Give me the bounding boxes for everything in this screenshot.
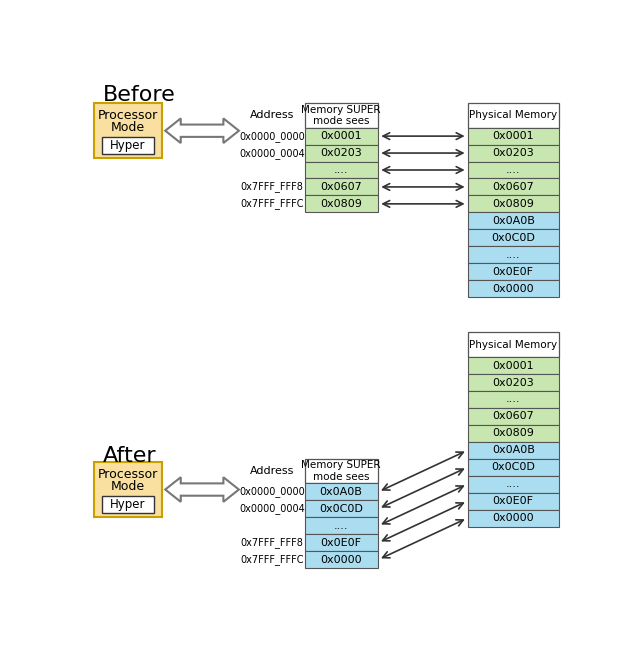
Text: Mode: Mode (111, 121, 145, 134)
Bar (305, 103, 378, 127)
Bar (305, 144, 378, 161)
Text: 0x0C0D: 0x0C0D (319, 504, 363, 514)
Bar (305, 534, 378, 551)
Text: 0x0A0B: 0x0A0B (492, 215, 534, 226)
Text: 0x0203: 0x0203 (492, 377, 534, 387)
Bar (467, 332, 559, 357)
Bar (467, 374, 559, 391)
Text: 0x0000: 0x0000 (492, 513, 534, 523)
Text: 0x0001: 0x0001 (492, 360, 534, 370)
Bar (305, 127, 378, 144)
Text: 0x0001: 0x0001 (492, 131, 534, 141)
Bar (305, 459, 378, 483)
Text: Mode: Mode (111, 480, 145, 493)
Bar (305, 483, 378, 500)
Bar (94, 103, 162, 159)
Bar (467, 263, 559, 280)
Text: 0x7FFF_FFFC: 0x7FFF_FFFC (241, 199, 304, 210)
Text: Processor: Processor (98, 109, 158, 122)
Bar (467, 475, 559, 492)
Text: 0x0001: 0x0001 (321, 131, 362, 141)
Text: 0x0E0F: 0x0E0F (493, 496, 534, 506)
Text: 0x0203: 0x0203 (492, 148, 534, 158)
Text: Memory SUPER
mode sees: Memory SUPER mode sees (301, 104, 381, 126)
Text: 0x0000_0004: 0x0000_0004 (239, 148, 305, 159)
Text: 0x7FFF_FFF8: 0x7FFF_FFF8 (241, 182, 303, 193)
Bar (467, 229, 559, 246)
Text: ....: .... (334, 520, 348, 531)
Text: 0x7FFF_FFF8: 0x7FFF_FFF8 (241, 537, 303, 548)
Text: 0x0E0F: 0x0E0F (321, 537, 362, 548)
Text: Address: Address (250, 110, 294, 120)
Bar (305, 551, 378, 568)
Text: Hyper: Hyper (110, 498, 146, 511)
Text: 0x0000: 0x0000 (321, 554, 362, 565)
Text: 0x0C0D: 0x0C0D (492, 232, 535, 243)
Bar (467, 509, 559, 526)
Bar (305, 500, 378, 517)
Text: 0x0809: 0x0809 (492, 199, 534, 209)
Bar (305, 178, 378, 195)
Bar (467, 408, 559, 425)
Bar (467, 425, 559, 442)
Text: ....: .... (506, 165, 520, 175)
Text: 0x0607: 0x0607 (320, 182, 362, 192)
Text: After: After (103, 445, 157, 466)
Text: Physical Memory: Physical Memory (469, 340, 557, 350)
Text: 0x0203: 0x0203 (320, 148, 362, 158)
Text: ....: .... (506, 479, 520, 489)
Text: 0x0809: 0x0809 (320, 199, 362, 209)
Text: Memory SUPER
mode sees: Memory SUPER mode sees (301, 460, 381, 482)
Text: 0x0000_0000: 0x0000_0000 (239, 131, 305, 142)
Text: 0x0C0D: 0x0C0D (492, 462, 535, 472)
Bar (467, 492, 559, 509)
Bar (102, 137, 154, 154)
Text: 0x0000: 0x0000 (492, 283, 534, 294)
Bar (467, 161, 559, 178)
Text: Processor: Processor (98, 468, 158, 481)
Bar (467, 127, 559, 144)
Bar (467, 212, 559, 229)
Text: 0x0607: 0x0607 (492, 411, 534, 421)
Text: 0x0A0B: 0x0A0B (320, 487, 363, 497)
Text: Physical Memory: Physical Memory (469, 110, 557, 120)
Text: ....: .... (506, 394, 520, 404)
Bar (467, 442, 559, 459)
Text: ....: .... (334, 165, 348, 175)
Bar (305, 517, 378, 534)
Text: 0x0A0B: 0x0A0B (492, 445, 534, 455)
Bar (467, 103, 559, 127)
Text: 0x0000_0004: 0x0000_0004 (239, 503, 305, 515)
Text: 0x0809: 0x0809 (492, 428, 534, 438)
Bar (94, 462, 162, 517)
Text: 0x0E0F: 0x0E0F (493, 266, 534, 277)
Bar (467, 246, 559, 263)
Text: Hyper: Hyper (110, 139, 146, 152)
Bar (305, 161, 378, 178)
Bar (305, 195, 378, 212)
Text: 0x0000_0000: 0x0000_0000 (239, 486, 305, 498)
Text: ....: .... (506, 249, 520, 260)
Bar (467, 144, 559, 161)
Bar (467, 195, 559, 212)
Text: Address: Address (250, 466, 294, 476)
Bar (467, 280, 559, 297)
Bar (467, 178, 559, 195)
Text: Before: Before (103, 86, 176, 105)
Text: 0x7FFF_FFFC: 0x7FFF_FFFC (241, 554, 304, 565)
Bar (102, 496, 154, 513)
Text: 0x0607: 0x0607 (492, 182, 534, 192)
Bar (467, 357, 559, 374)
Bar (467, 391, 559, 408)
Bar (467, 459, 559, 475)
